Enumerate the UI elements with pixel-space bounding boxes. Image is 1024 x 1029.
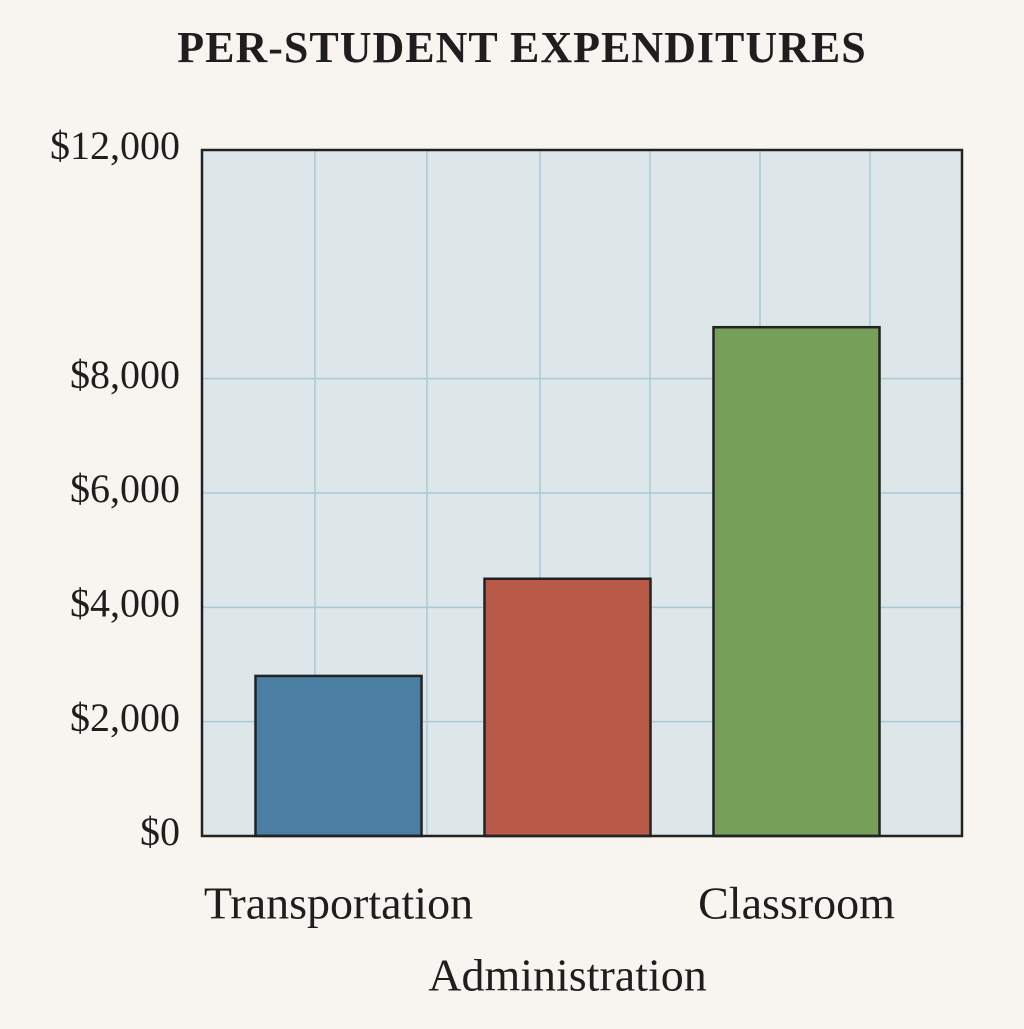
bar [483, 577, 652, 838]
x-tick-label: Transportation [204, 878, 473, 929]
y-tick-label: $8,000 [70, 352, 180, 397]
y-tick-label: $6,000 [70, 466, 180, 511]
bar [712, 325, 881, 838]
y-tick-label: $12,000 [50, 123, 180, 168]
x-tick-label: Classroom [698, 878, 895, 929]
bar [254, 674, 423, 838]
y-tick-label: $2,000 [70, 695, 180, 740]
chart-title: PER-STUDENT EXPENDITURES [177, 23, 866, 72]
y-tick-label: $4,000 [70, 581, 180, 626]
y-tick-label: $0 [140, 809, 180, 854]
x-tick-label: Administration [428, 950, 707, 1001]
plot-border [200, 148, 964, 838]
